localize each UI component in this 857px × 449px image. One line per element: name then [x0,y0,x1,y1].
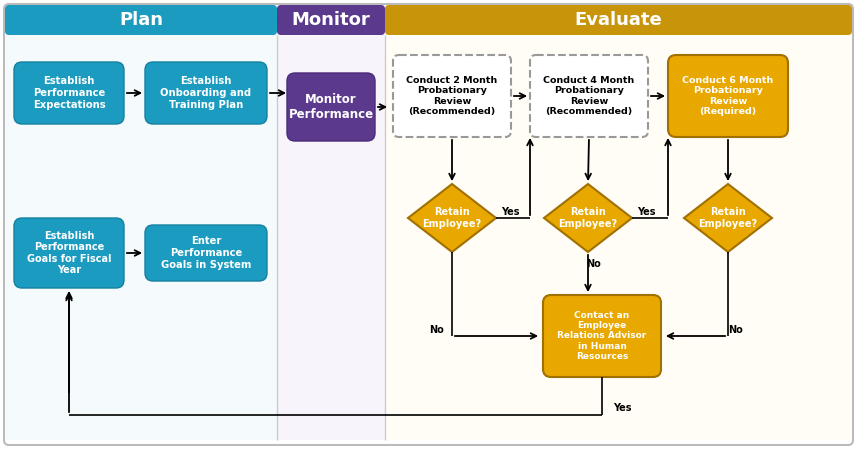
FancyBboxPatch shape [668,55,788,137]
FancyBboxPatch shape [385,35,852,440]
FancyBboxPatch shape [14,218,124,288]
FancyBboxPatch shape [543,295,661,377]
FancyBboxPatch shape [277,5,385,35]
Text: Plan: Plan [119,11,163,29]
Text: Conduct 6 Month
Probationary
Review
(Required): Conduct 6 Month Probationary Review (Req… [682,76,774,116]
FancyBboxPatch shape [287,73,375,141]
FancyBboxPatch shape [530,55,648,137]
Text: Monitor
Performance: Monitor Performance [289,93,374,121]
Polygon shape [408,184,496,252]
Text: Evaluate: Evaluate [575,11,662,29]
Text: Retain
Employee?: Retain Employee? [423,207,482,229]
Text: Establish
Performance
Goals for Fiscal
Year: Establish Performance Goals for Fiscal Y… [27,231,111,275]
Text: Conduct 2 Month
Probationary
Review
(Recommended): Conduct 2 Month Probationary Review (Rec… [406,76,498,116]
Text: Monitor: Monitor [291,11,370,29]
FancyBboxPatch shape [5,5,277,35]
Text: Establish
Performance
Expectations: Establish Performance Expectations [33,76,105,110]
Text: Retain
Employee?: Retain Employee? [698,207,758,229]
FancyBboxPatch shape [145,225,267,281]
Text: Establish
Onboarding and
Training Plan: Establish Onboarding and Training Plan [160,76,252,110]
Text: No: No [587,259,602,269]
FancyBboxPatch shape [385,5,852,35]
Text: No: No [728,325,743,335]
FancyBboxPatch shape [145,62,267,124]
FancyBboxPatch shape [4,4,853,445]
FancyBboxPatch shape [393,55,511,137]
Text: Yes: Yes [637,207,656,217]
Text: Retain
Employee?: Retain Employee? [559,207,618,229]
Polygon shape [544,184,632,252]
Text: Enter
Performance
Goals in System: Enter Performance Goals in System [161,237,251,269]
Text: No: No [429,325,445,335]
Text: Contact an
Employee
Relations Advisor
in Human
Resources: Contact an Employee Relations Advisor in… [557,311,647,361]
FancyBboxPatch shape [277,35,385,440]
Polygon shape [684,184,772,252]
Text: Yes: Yes [613,403,632,413]
Text: Yes: Yes [500,207,519,217]
FancyBboxPatch shape [5,35,277,440]
Text: Conduct 4 Month
Probationary
Review
(Recommended): Conduct 4 Month Probationary Review (Rec… [543,76,635,116]
FancyBboxPatch shape [14,62,124,124]
